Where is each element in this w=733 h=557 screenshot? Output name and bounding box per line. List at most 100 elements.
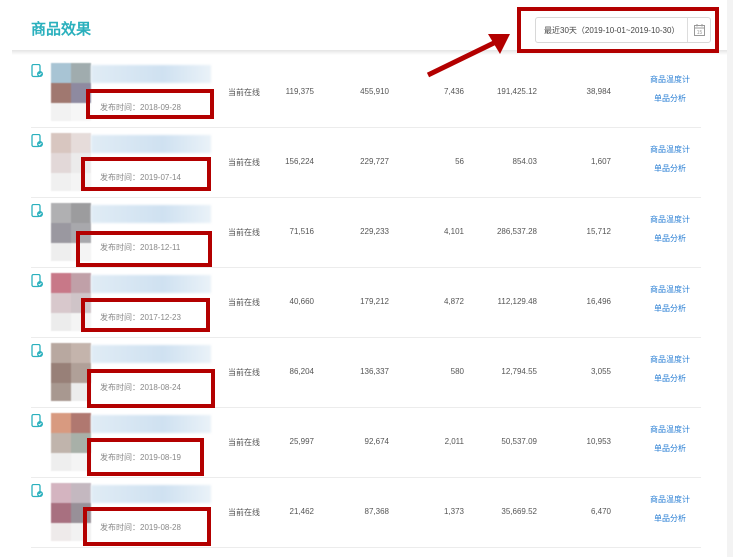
date-range-value: 最近30天（2019-10-01~2019-10-30） [544,26,680,35]
metric-v4: 112,129.48 [497,297,537,306]
metric-v1: 21,462 [289,507,314,516]
metric-v3: 580 [450,367,464,376]
mobile-product-icon [31,414,43,428]
item-analysis-link[interactable]: 单品分析 [654,94,686,103]
metric-v2: 136,337 [360,367,389,376]
metric-v5: 10,953 [586,437,611,446]
product-row: 发布时间：2019-07-14 当前在线 156,224 229,727 56 854.… [31,127,701,198]
product-row: 发布时间：2017-12-23 当前在线 40,660 179,212 4,872 11… [31,267,701,338]
product-thumbnail[interactable] [51,483,91,541]
metric-v2: 92,674 [364,437,389,446]
product-thumbnail[interactable] [51,133,91,191]
mobile-product-icon [31,274,43,288]
metric-v1: 119,375 [285,87,314,96]
publish-date: 发布时间：2019-07-14 [100,173,181,182]
product-thermometer-link[interactable]: 商品温度计 [650,355,690,364]
metric-v1: 156,224 [285,157,314,166]
metric-v1: 86,204 [289,367,314,376]
metric-v2: 229,233 [360,227,389,236]
product-thumbnail[interactable] [51,413,91,471]
publish-date: 发布时间：2018-08-24 [100,383,181,392]
metric-v3: 4,101 [443,227,464,236]
metric-v2: 455,910 [360,87,389,96]
metric-v4: 12,794.55 [501,367,537,376]
product-title-blurred[interactable] [91,205,211,223]
metric-v5: 3,055 [590,367,611,376]
item-analysis-link[interactable]: 单品分析 [654,164,686,173]
product-thumbnail[interactable] [51,343,91,401]
metric-v2: 87,368 [364,507,389,516]
calendar-icon[interactable]: 15 [687,18,710,42]
status-text: 当前在线 [228,158,260,167]
product-thumbnail[interactable] [51,273,91,331]
product-row: 发布时间：2019-08-19 当前在线 25,997 92,674 2,011 50,… [31,407,701,478]
metric-v4: 35,669.52 [501,507,537,516]
metric-v1: 25,997 [289,437,314,446]
publish-date: 发布时间：2018-09-28 [100,103,181,112]
product-thermometer-link[interactable]: 商品温度计 [650,145,690,154]
status-text: 当前在线 [228,228,260,237]
metric-v4: 191,425.12 [496,87,537,96]
status-text: 当前在线 [228,368,260,377]
metric-v2: 179,212 [360,297,389,306]
product-title-blurred[interactable] [91,135,211,153]
metric-v3: 56 [455,157,464,166]
product-title-blurred[interactable] [91,415,211,433]
page-header: 商品效果 最近30天（2019-10-01~2019-10-30） 15 [0,0,733,50]
status-text: 当前在线 [228,438,260,447]
metric-v3: 4,872 [443,297,464,306]
metric-v1: 71,516 [289,227,314,236]
metric-v5: 15,712 [586,227,611,236]
item-analysis-link[interactable]: 单品分析 [654,444,686,453]
metric-v3: 1,373 [443,507,464,516]
publish-date: 发布时间：2019-08-19 [100,453,181,462]
product-thumbnail[interactable] [51,63,91,121]
calendar-day: 15 [696,30,702,36]
metric-v4: 286,537.28 [496,227,537,236]
product-thermometer-link[interactable]: 商品温度计 [650,75,690,84]
publish-date: 发布时间：2019-08-28 [100,523,181,532]
product-row: 发布时间：2018-08-24 当前在线 86,204 136,337 580 12,7… [31,337,701,408]
header-divider [12,50,727,55]
metric-v4: 50,537.09 [501,437,537,446]
metric-v5: 1,607 [590,157,611,166]
mobile-product-icon [31,344,43,358]
date-range-picker[interactable]: 最近30天（2019-10-01~2019-10-30） 15 [535,17,711,43]
mobile-product-icon [31,134,43,148]
item-analysis-link[interactable]: 单品分析 [654,304,686,313]
product-row: 发布时间：2019-08-28 当前在线 21,462 87,368 1,373 35,… [31,477,701,548]
product-thermometer-link[interactable]: 商品温度计 [650,215,690,224]
metric-v3: 7,436 [443,87,464,96]
publish-date: 发布时间：2017-12-23 [100,313,181,322]
product-title-blurred[interactable] [91,345,211,363]
status-text: 当前在线 [228,508,260,517]
product-title-blurred[interactable] [91,275,211,293]
publish-date: 发布时间：2018-12-11 [100,243,181,252]
mobile-product-icon [31,64,43,78]
mobile-product-icon [31,484,43,498]
metric-v5: 16,496 [586,297,611,306]
metric-v1: 40,660 [289,297,314,306]
item-analysis-link[interactable]: 单品分析 [654,374,686,383]
product-thumbnail[interactable] [51,203,91,261]
product-row: 发布时间：2018-09-28 当前在线 119,375 455,910 7,436 1… [31,57,701,128]
metric-v3: 2,011 [444,437,464,446]
item-analysis-link[interactable]: 单品分析 [654,514,686,523]
product-title-blurred[interactable] [91,485,211,503]
product-thermometer-link[interactable]: 商品温度计 [650,285,690,294]
page-title: 商品效果 [31,21,92,38]
status-text: 当前在线 [228,88,260,97]
product-thermometer-link[interactable]: 商品温度计 [650,425,690,434]
product-thermometer-link[interactable]: 商品温度计 [650,495,690,504]
product-title-blurred[interactable] [91,65,211,83]
scrollbar[interactable] [727,0,733,557]
metric-v4: 854.03 [512,157,537,166]
metric-v2: 229,727 [360,157,389,166]
status-text: 当前在线 [228,298,260,307]
annotation-arrow [426,34,510,78]
product-row: 发布时间：2018-12-11 当前在线 71,516 229,233 4,101 28… [31,197,701,268]
metric-v5: 38,984 [586,87,611,96]
metric-v5: 6,470 [590,507,611,516]
item-analysis-link[interactable]: 单品分析 [654,234,686,243]
mobile-product-icon [31,204,43,218]
